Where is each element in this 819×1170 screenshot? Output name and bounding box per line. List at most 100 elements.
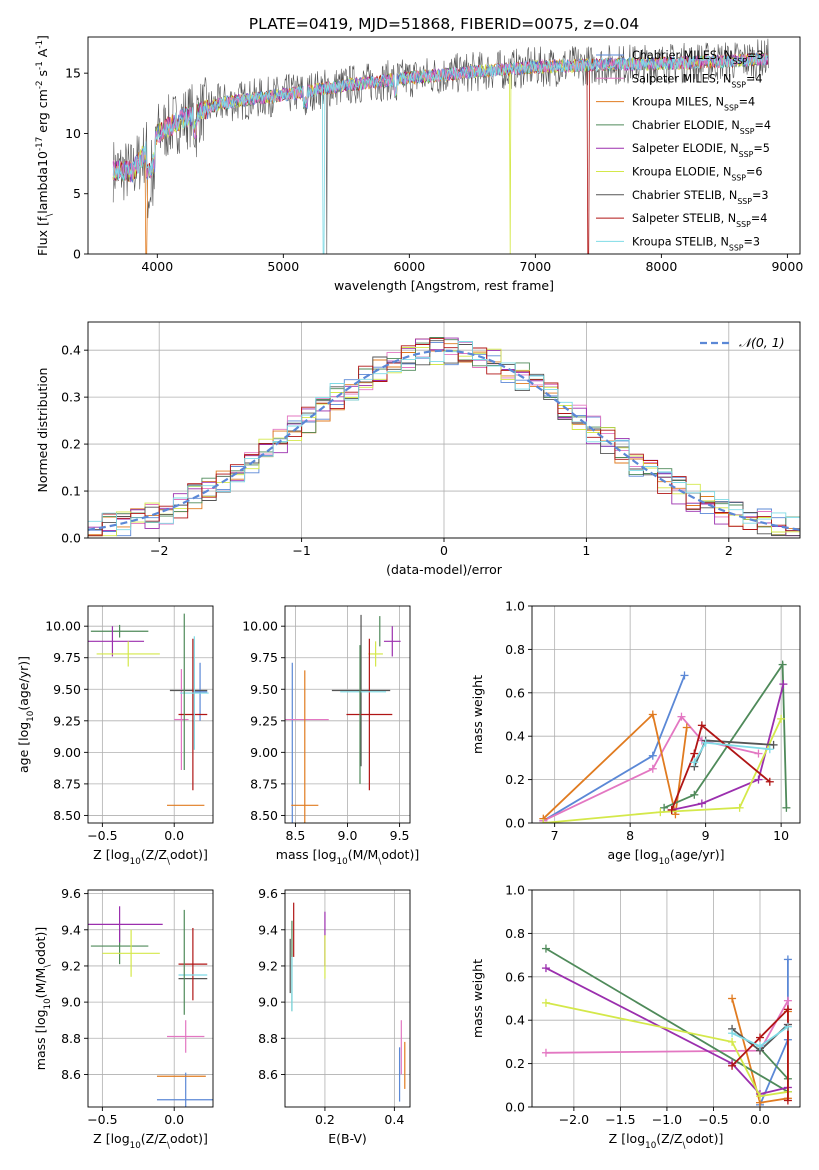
weight-line bbox=[663, 661, 788, 809]
y-tick-label: 15 bbox=[65, 66, 81, 81]
x-tick-label: 8 bbox=[626, 828, 634, 843]
errorbar-point bbox=[102, 929, 160, 977]
x-tick-label: −0.5 bbox=[87, 828, 117, 843]
legend-entry: Chabrier MILES, NSSP=3 bbox=[632, 49, 764, 66]
y-tick-label: 9.50 bbox=[250, 682, 278, 697]
axes-age_vs_Z: −0.5 0.0 8.50 8.75 9.00 9.25 9.50 9.75 10.00 Z [l… bbox=[16, 605, 214, 867]
axes-frame bbox=[531, 889, 801, 1108]
figure-title: PLATE=0419, MJD=51868, FIBERID=0075, z=0… bbox=[249, 15, 639, 33]
axes-frame bbox=[284, 889, 411, 1108]
errorbar-point bbox=[383, 626, 401, 657]
spectrum-line bbox=[112, 53, 768, 254]
axes-frame bbox=[87, 889, 214, 1108]
x-tick-label: 0.0 bbox=[750, 1112, 770, 1127]
errorbar-point bbox=[156, 1072, 213, 1107]
y-tick-label: 8.75 bbox=[250, 776, 278, 791]
axes-residual_hist: −2 −1 0 1 2 0.0 0.1 0.2 0.3 0.4 (data-model)/error… bbox=[35, 321, 801, 577]
y-tick-label: 9.2 bbox=[258, 958, 278, 973]
y-tick-label: 8.50 bbox=[53, 808, 81, 823]
y-tick-label: 0.0 bbox=[505, 1100, 525, 1115]
y-tick-label: 8.75 bbox=[53, 776, 81, 791]
errorbar-point bbox=[346, 638, 393, 791]
y-tick-label: 10.00 bbox=[242, 619, 278, 634]
x-tick-label: 0.4 bbox=[384, 1112, 404, 1127]
legend-entry: Salpeter STELIB, NSSP=4 bbox=[632, 212, 767, 229]
y-axis-label: Normed distribution bbox=[35, 368, 50, 493]
y-tick-label: 0.3 bbox=[61, 390, 81, 405]
axes-weight_vs_age: 7 8 9 10 0.0 0.2 0.4 0.6 0.8 1.0 age [log10(age/yr… bbox=[470, 599, 801, 867]
legend-entry: Kroupa MILES, NSSP=4 bbox=[632, 96, 755, 113]
y-tick-label: 0.2 bbox=[505, 772, 525, 787]
errorbar-point bbox=[88, 906, 163, 943]
histogram-series bbox=[88, 341, 800, 537]
y-axis-label: mass [log10(M/M\odot)] bbox=[33, 927, 53, 1070]
legend: Chabrier MILES, NSSP=3 Salpeter MILES, NS… bbox=[596, 49, 771, 252]
legend-entry: 𝒩(0, 1) bbox=[739, 335, 785, 350]
y-axis-label: mass weight bbox=[470, 675, 485, 754]
x-tick-label: 10 bbox=[773, 828, 789, 843]
plot-area bbox=[285, 890, 410, 1107]
plot-content bbox=[88, 906, 213, 1107]
y-axis-label: age [log10(age/yr)] bbox=[16, 656, 36, 773]
axes-mass_vs_Z: −0.5 0.0 8.6 8.8 9.0 9.2 9.4 9.6 Z [log10(Z/Z\od… bbox=[33, 886, 214, 1151]
x-tick-label: 0 bbox=[440, 543, 448, 558]
y-tick-label: 0 bbox=[73, 247, 81, 262]
weight-line bbox=[543, 718, 782, 823]
x-tick-label: −1.5 bbox=[605, 1112, 635, 1127]
weight-line bbox=[731, 1007, 789, 1101]
histogram-series bbox=[88, 338, 800, 537]
x-axis-label: (data-model)/error bbox=[386, 562, 503, 577]
plot-area bbox=[532, 890, 800, 1107]
plot-area bbox=[88, 890, 213, 1107]
y-tick-label: 9.00 bbox=[250, 745, 278, 760]
x-tick-label: 0.2 bbox=[315, 1112, 335, 1127]
y-tick-label: 9.0 bbox=[258, 995, 278, 1010]
errorbar-point bbox=[178, 927, 208, 1001]
x-tick-label: 7000 bbox=[519, 259, 551, 274]
plot-content bbox=[88, 337, 800, 537]
y-tick-label: 9.6 bbox=[258, 886, 278, 901]
y-tick-label: 5 bbox=[73, 186, 81, 201]
x-axis-label: E(B-V) bbox=[328, 1131, 367, 1146]
plot-content bbox=[289, 902, 406, 1102]
x-axis-label: Z [log10(Z/Z\odot)] bbox=[93, 847, 208, 867]
errorbar-point bbox=[331, 614, 391, 767]
weight-line bbox=[545, 1001, 789, 1098]
y-tick-label: 9.4 bbox=[258, 922, 278, 937]
x-tick-label: 9.0 bbox=[338, 828, 358, 843]
errorbar-point bbox=[88, 626, 145, 657]
errorbar-point bbox=[192, 662, 208, 721]
axes-mass_vs_EBV: 0.2 0.4 8.6 8.8 9.0 9.2 9.4 9.6 E(B-V) bbox=[258, 886, 411, 1146]
y-tick-label: 9.6 bbox=[61, 886, 81, 901]
x-tick-label: 9000 bbox=[771, 259, 803, 274]
x-tick-label: 0.0 bbox=[164, 1112, 184, 1127]
y-tick-label: 9.0 bbox=[61, 995, 81, 1010]
y-tick-label: 1.0 bbox=[505, 599, 525, 614]
x-axis-label: age [log10(age/yr)] bbox=[607, 847, 724, 867]
x-tick-label: 1 bbox=[582, 543, 590, 558]
weight-line bbox=[542, 712, 688, 820]
y-tick-label: 8.6 bbox=[61, 1067, 81, 1082]
x-tick-label: 9 bbox=[702, 828, 710, 843]
plot-content bbox=[539, 660, 791, 823]
y-tick-label: 9.50 bbox=[53, 682, 81, 697]
y-tick-label: 0.6 bbox=[505, 685, 525, 700]
y-tick-label: 0.4 bbox=[505, 1013, 525, 1028]
x-axis-label: Z [log10(Z/Z\odot)] bbox=[609, 1131, 724, 1151]
axes-weight_vs_Z: −2.0 −1.5 −1.0 −0.5 0.0 0.0 0.2 0.4 0.6 0.8 1.0 Z [… bbox=[470, 883, 801, 1151]
y-tick-label: 0.8 bbox=[505, 642, 525, 657]
x-tick-label: −0.5 bbox=[87, 1112, 117, 1127]
weight-line bbox=[545, 967, 789, 1095]
y-tick-label: 10.00 bbox=[45, 619, 81, 634]
y-tick-label: 9.25 bbox=[53, 713, 81, 728]
y-tick-label: 0.8 bbox=[505, 926, 525, 941]
axes-frame bbox=[87, 36, 801, 255]
spectrum-line bbox=[112, 38, 769, 254]
x-tick-label: 2 bbox=[725, 543, 733, 558]
x-tick-label: 7 bbox=[551, 828, 559, 843]
y-tick-label: 0.4 bbox=[505, 729, 525, 744]
errorbar-point bbox=[90, 624, 149, 638]
errorbar-point bbox=[96, 641, 160, 667]
y-tick-label: 0.2 bbox=[505, 1056, 525, 1071]
